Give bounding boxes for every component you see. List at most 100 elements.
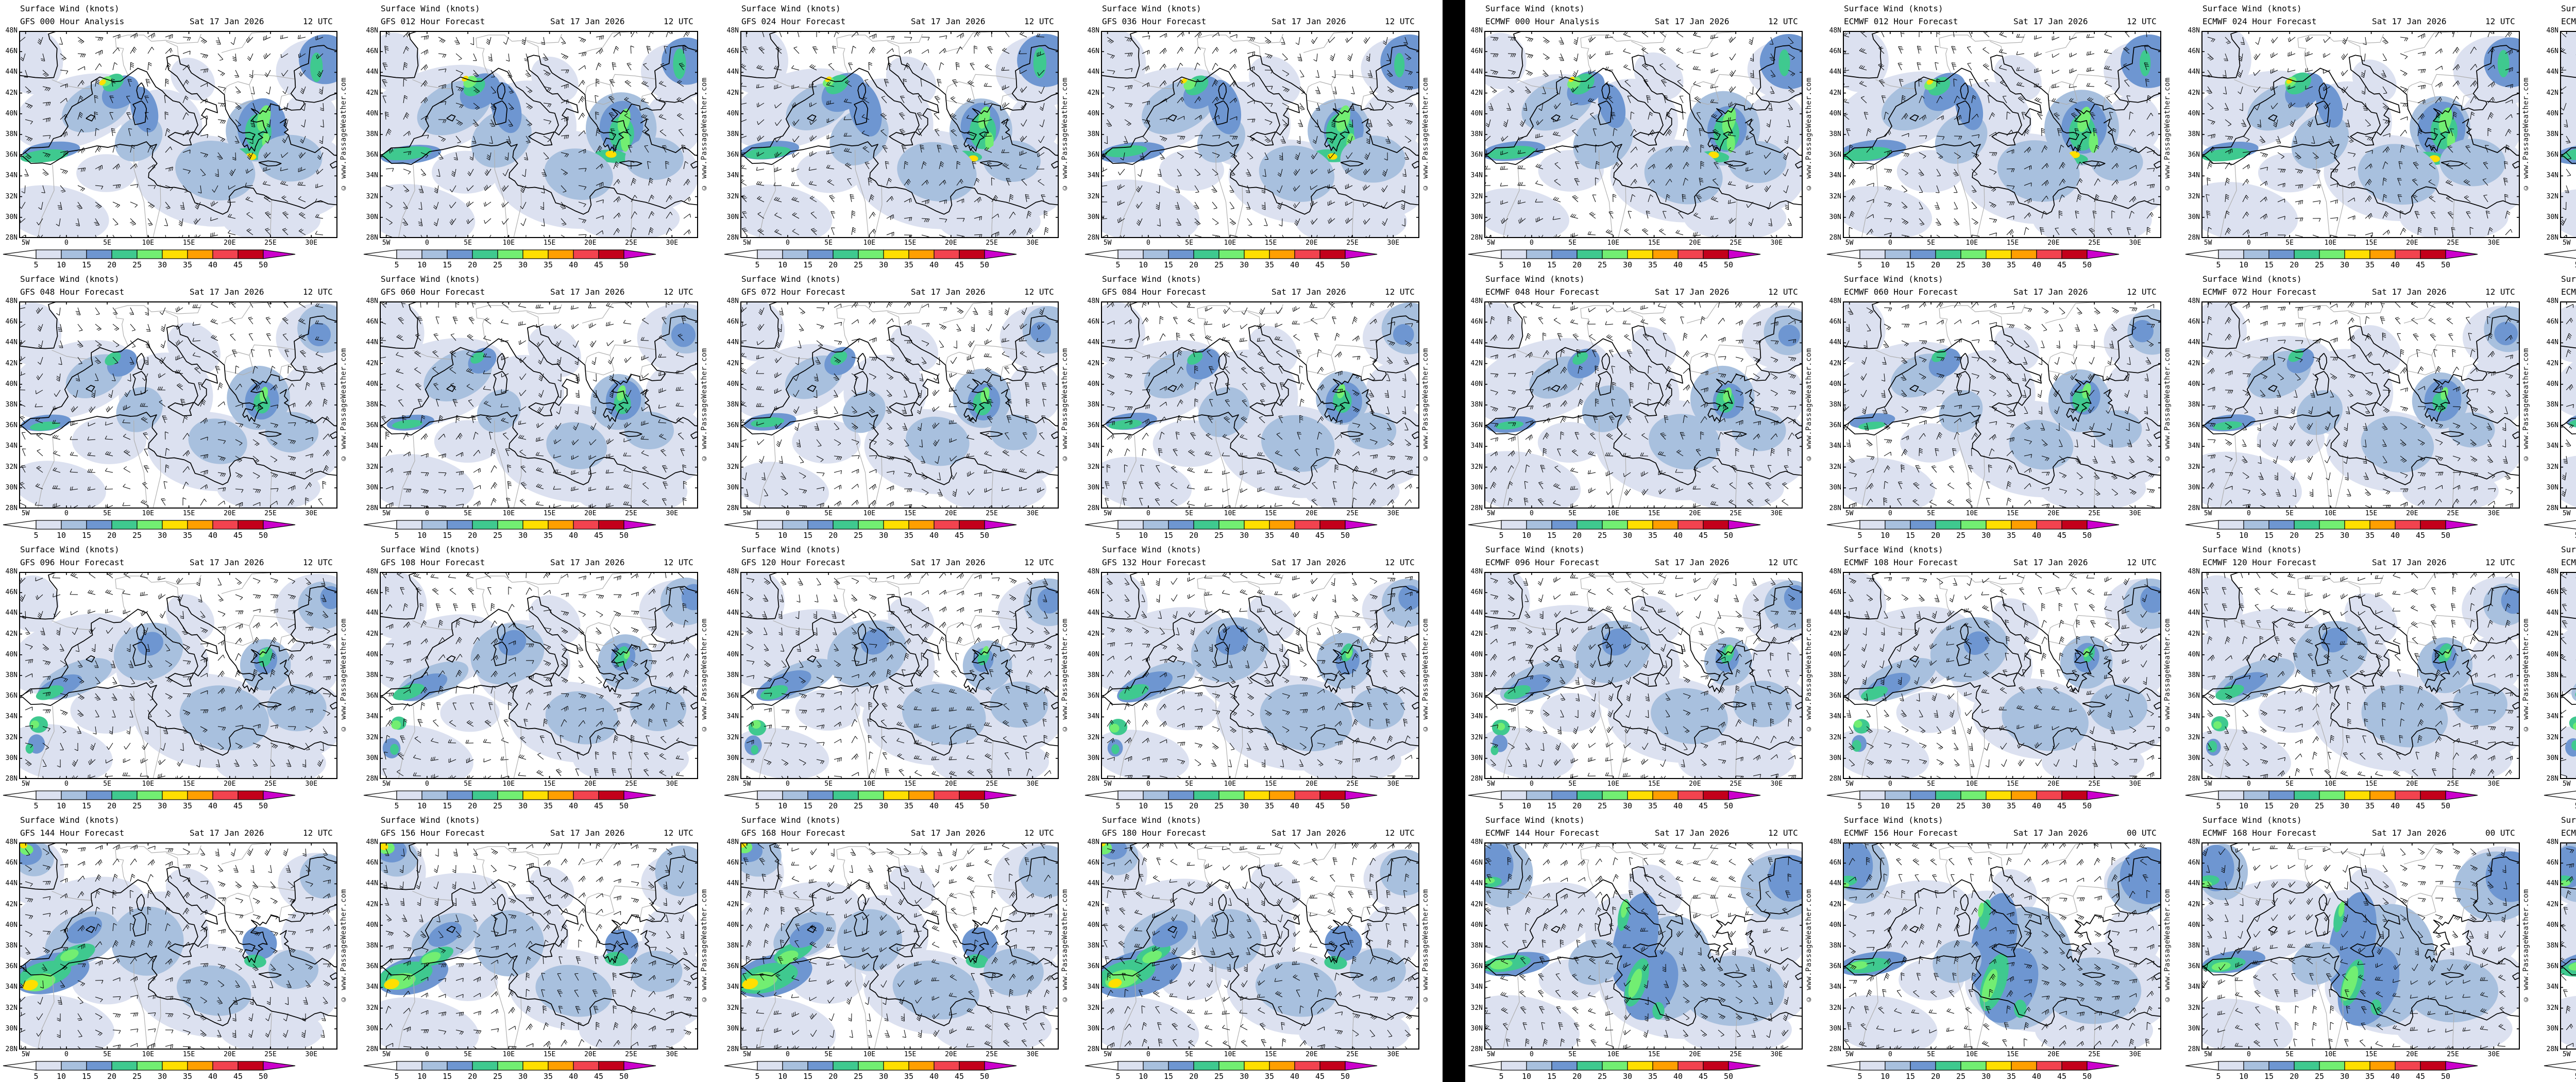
panel-product-title: Surface Wind (knots) [20,545,120,554]
lat-label: 42N [1470,359,1483,367]
wind-speed-colorbar: 5 10 15 20 25 30 35 40 45 50 [0,789,340,810]
lon-label: 10E [863,1051,876,1058]
lat-label: 28N [1087,775,1099,783]
lat-label: 30N [366,483,378,492]
lon-label: 20E [1689,1051,1701,1058]
lat-label: 44N [5,609,18,617]
lat-label: 42N [1829,630,1841,638]
lat-label: 38N [2546,130,2558,138]
colorbar-tick-label: 35 [904,1072,913,1081]
lat-label: 48N [2188,297,2200,305]
lon-label: 0 [1888,239,1892,247]
colorbar-tick-label: 45 [594,260,603,269]
lat-label: 38N [1087,401,1099,409]
lat-label: 38N [726,401,739,409]
map-canvas [1843,572,2161,779]
lat-label: 32N [366,463,378,471]
lon-label: 0 [1888,510,1892,517]
panel-product-title: Surface Wind (knots) [381,4,480,13]
colorbar-tick-label: 45 [955,801,964,810]
lon-label: 15E [182,780,195,788]
panel-time-utc: 12 UTC [664,557,693,567]
lat-label: 28N [2188,504,2200,512]
lon-label: 0 [1146,1051,1150,1058]
panel-time-utc: 12 UTC [303,287,333,297]
lat-label: 38N [1087,942,1099,950]
colorbar-tick-label: 10 [1522,260,1531,269]
colorbar-underflow-arrow [724,790,758,800]
lat-label: 38N [1470,671,1483,679]
colorbar-underflow-arrow [3,1061,37,1071]
colorbar-tick-label: 35 [544,1072,553,1081]
colorbar-tick-label: 35 [2365,801,2375,810]
lat-label: 32N [1829,192,1841,200]
lat-label: 48N [1470,27,1483,35]
country-border-layer [1861,301,2119,509]
lat-label: 36N [726,692,739,700]
lat-label: 28N [5,234,18,242]
lon-label: 25E [1730,510,1742,517]
lon-label: 10E [142,510,155,517]
lat-label: 30N [2188,1024,2200,1033]
panel-time-utc: 12 UTC [664,16,693,26]
map-canvas [2201,31,2520,238]
colorbar-tick-label: 10 [1139,801,1148,810]
lon-label: 20E [224,1051,236,1058]
lon-label: 0 [1888,780,1892,788]
colorbar-tick-label: 35 [2007,260,2016,269]
map-canvas [1484,842,1803,1050]
wind-barb-layer [1107,572,1413,779]
colorbar-tick-label: 20 [1931,801,1940,810]
colorbar-tick-label: 15 [1906,801,1915,810]
colorbar-tick-label: 30 [1240,260,1249,269]
colorbar-tick-label: 20 [107,801,116,810]
colorbar-tick-label: 5 [1499,801,1503,810]
watermark: © www.PassageWeather.com [340,618,348,733]
colorbar-tick-label: 25 [2315,260,2324,269]
coastline-layer [1484,572,1803,756]
lat-label: 46N [1470,859,1483,867]
colorbar-tick-label: 25 [493,531,502,540]
lon-label: 30E [305,239,318,247]
lat-label: 42N [726,630,739,638]
wind-barb-layer [2560,848,2574,1047]
panel-time-utc: 12 UTC [2127,557,2157,567]
colorbar-tick-label: 50 [1341,260,1350,269]
lon-label: 20E [1306,239,1318,247]
lat-label: 28N [1470,234,1483,242]
colorbar-tick-label: 40 [2391,1072,2400,1081]
coastline-layer [1101,572,1419,756]
colorbar-tick-label: 5 [755,260,759,269]
lon-label: 15E [543,239,556,247]
colorbar-tick-label: 15 [2264,1072,2274,1081]
lon-label: 5E [1185,239,1193,247]
lat-label: 44N [1470,68,1483,76]
colorbar-tick-label: 10 [57,260,66,269]
lon-label: 10E [142,1051,155,1058]
wind-shading-layer [2560,572,2576,779]
colorbar-overflow-arrow [1728,520,1761,530]
panel-model-run-label: GFS 144 Hour Forecast [20,828,125,838]
lon-label: 5W [1486,1051,1495,1058]
colorbar-tick-label: 5 [1115,801,1120,810]
lat-label: 38N [1829,671,1841,679]
lat-label: 42N [5,630,18,638]
colorbar-tick-label: 45 [955,260,964,269]
colorbar-tick-label: 5 [1857,1072,1862,1081]
lon-label: 20E [945,510,957,517]
wind-speed-colorbar: 5 10 15 20 25 30 35 40 45 50 [1824,1059,2164,1081]
lat-label: 40N [366,109,378,117]
lon-label: 25E [264,780,277,788]
lat-label: 44N [1087,880,1099,888]
lon-label: 5E [464,1051,472,1058]
colorbar-underflow-arrow [724,520,758,530]
lon-label: 0 [425,239,429,247]
wind-barb-layer [1843,301,2155,509]
lat-label: 30N [726,213,739,221]
colorbar-tick-label: 30 [2340,531,2349,540]
lat-label: 28N [1829,234,1841,242]
colorbar-tick-label: 50 [1341,531,1350,540]
wind-speed-colorbar: 5 10 15 20 25 30 35 40 45 50 [721,248,1061,269]
wind-speed-colorbar: 5 10 15 20 25 30 35 40 45 50 [2182,518,2522,540]
